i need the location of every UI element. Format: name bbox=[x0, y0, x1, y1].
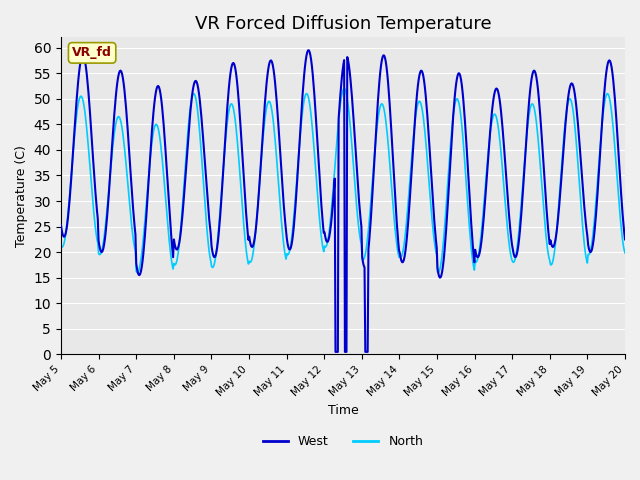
North bbox=[182, 147, 190, 153]
West bbox=[429, 208, 437, 214]
Y-axis label: Temperature (C): Temperature (C) bbox=[15, 145, 28, 247]
West bbox=[621, 237, 629, 242]
North bbox=[57, 242, 65, 248]
North bbox=[429, 225, 436, 230]
West bbox=[212, 250, 220, 256]
West bbox=[67, 178, 75, 183]
North bbox=[621, 250, 629, 256]
North bbox=[340, 85, 348, 91]
North bbox=[412, 108, 420, 114]
Title: VR Forced Diffusion Temperature: VR Forced Diffusion Temperature bbox=[195, 15, 492, 33]
West bbox=[57, 222, 65, 228]
Text: VR_fd: VR_fd bbox=[72, 47, 112, 60]
West bbox=[332, 349, 339, 355]
Line: North: North bbox=[61, 88, 625, 273]
West bbox=[305, 48, 313, 53]
Line: West: West bbox=[61, 50, 625, 352]
West bbox=[125, 148, 133, 154]
North bbox=[435, 270, 442, 276]
Legend: West, North: West, North bbox=[258, 431, 428, 454]
North bbox=[67, 174, 75, 180]
West bbox=[182, 160, 190, 166]
North bbox=[125, 197, 133, 203]
North bbox=[212, 250, 220, 255]
West bbox=[413, 90, 421, 96]
X-axis label: Time: Time bbox=[328, 404, 358, 417]
